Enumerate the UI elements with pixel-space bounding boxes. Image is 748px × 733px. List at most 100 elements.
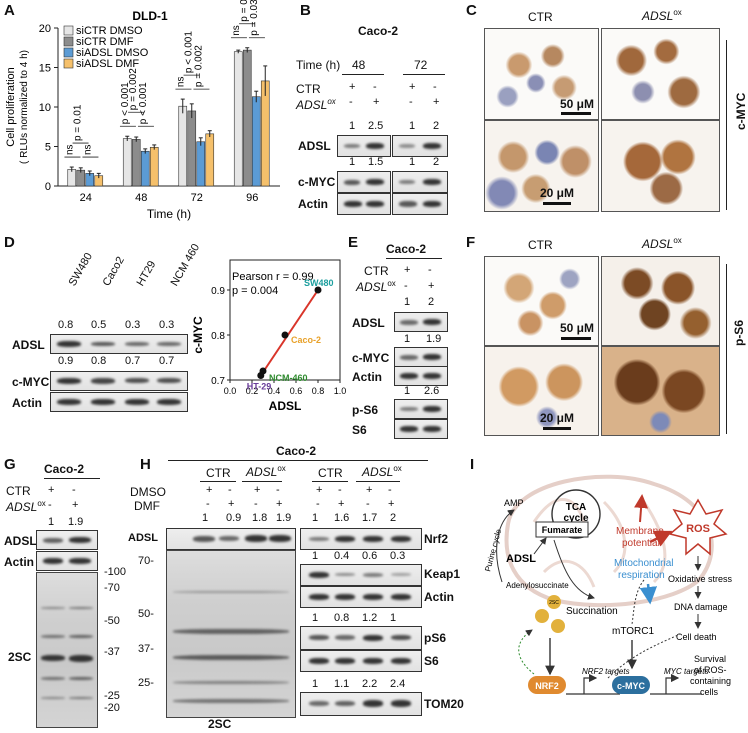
micrograph-f-ctr-low: [484, 256, 599, 346]
sign: -: [349, 96, 353, 108]
significance-label: p = 0.001: [239, 0, 250, 22]
row-adsl-d: ADSL: [12, 338, 45, 352]
sign: +: [228, 498, 235, 510]
quant: 1: [404, 385, 411, 397]
line-48: [342, 74, 384, 75]
sign: -: [404, 280, 408, 292]
row-ps6-e: p-S6: [352, 403, 379, 417]
panel-label-g: G: [4, 456, 16, 473]
dmf-label: DMF: [134, 499, 160, 513]
micrograph-f-ctr-high: [484, 346, 599, 436]
row-actin-e: Actin: [352, 370, 382, 384]
mito-label-2: respiration: [618, 570, 665, 581]
quant: 1.2: [362, 612, 378, 624]
cristae: [532, 498, 667, 588]
x-axis-label: ADSL: [269, 399, 302, 413]
mito-label-1: Mitochondrial: [614, 558, 673, 569]
quant: 1: [349, 120, 356, 132]
significance-label: p = 0.002: [193, 45, 204, 87]
blot-myc-d: [50, 371, 188, 391]
ctr-label-h2: CTR: [318, 466, 343, 480]
panel-label-h: H: [140, 456, 151, 473]
schematic-i: TCA cycle Fumarate AMP Purine cycle ADSL…: [484, 474, 733, 697]
nrf2-pill: [528, 676, 566, 694]
marker: -70: [104, 582, 120, 594]
sign: +: [388, 498, 395, 510]
row-adsl-h: ADSL: [128, 532, 158, 544]
row-nrf2: Nrf2: [424, 532, 449, 546]
bar: [178, 105, 188, 187]
quant: 1: [390, 612, 397, 624]
y-tick-label: 0.7: [211, 376, 225, 387]
lane-label: NCM 460: [168, 241, 203, 289]
mito-arrow: [639, 583, 658, 605]
x-tick-label: 96: [246, 192, 258, 204]
quant: 2.2: [362, 678, 378, 690]
blot-myc-72: [392, 171, 448, 193]
quant: 1: [404, 296, 411, 308]
purine-arc: [496, 509, 515, 583]
quant: 1.9: [68, 516, 84, 528]
time-48-b: 48: [352, 58, 366, 72]
chart-d: Pearson r = 0.99 p = 0.004 0.0 0.2 0.4 0.6 0.8…: [191, 259, 346, 413]
marker: 70-: [138, 555, 154, 567]
sign: +: [433, 96, 440, 108]
blot-keap1: [300, 564, 422, 586]
cell-line-e: Caco-2: [386, 242, 427, 256]
significance-label: p < 0.001: [138, 82, 149, 124]
line-g: [44, 478, 100, 479]
sign: -: [48, 499, 52, 511]
side-label-f: p-S6: [732, 320, 746, 347]
tca-cycle-icon: [551, 489, 601, 539]
blot-myc-48: [337, 171, 391, 193]
nrf2-dashed: [518, 629, 535, 675]
mitochondrion-outline: [504, 474, 714, 608]
y-tick-label: 0: [45, 181, 51, 193]
quant: 1.7: [362, 512, 378, 524]
significance-label: ns: [231, 25, 242, 36]
gel-label-h: 2SC: [208, 717, 232, 731]
time-72-b: 72: [414, 58, 428, 72]
blot-actin-h: [300, 586, 422, 608]
quant: 2.4: [390, 678, 406, 690]
dna-label: DNA damage: [674, 602, 728, 612]
scale-bar-f1: [561, 337, 591, 340]
adsl-label-g: ADSLox: [6, 499, 46, 514]
sign: -: [373, 81, 377, 93]
significance-label: p = 0.01: [73, 104, 84, 141]
myc-pill: [612, 676, 650, 694]
fumarate-label: Fumarate: [542, 525, 583, 535]
blot-adsl-h: [166, 528, 296, 550]
ros-star-icon: [668, 498, 728, 556]
x-tick-label: 48: [135, 192, 147, 204]
cycle-label: cycle: [563, 513, 588, 524]
amp-label: AMP: [504, 498, 524, 508]
y-tick-label: 0.8: [211, 331, 225, 342]
gel-2sc-h: [166, 550, 296, 718]
bar: [140, 150, 150, 187]
blot-actin-72: [392, 193, 448, 215]
quant: 0.6: [362, 550, 378, 562]
nrf2-gene: [566, 678, 620, 695]
quant: 1.1: [334, 678, 350, 690]
sign: -: [428, 264, 432, 276]
row-actin-h: Actin: [424, 590, 454, 604]
x-axis-label: Time (h): [147, 207, 191, 221]
scale-bar-c1: [561, 112, 591, 115]
line-h-ctr2: [312, 481, 348, 482]
row-actin-b: Actin: [298, 197, 328, 211]
2sc-dot-label: 2SC: [549, 600, 559, 606]
quant: 1.9: [276, 512, 292, 524]
2sc-dot-icon: [547, 595, 561, 609]
quant: 2: [433, 156, 440, 168]
sign: +: [404, 264, 411, 276]
nrf2-targets-label: NRF2 targets: [582, 667, 630, 676]
bar: [251, 96, 261, 187]
cell-line-b: Caco-2: [358, 24, 399, 38]
blot-s6-h: [300, 650, 422, 672]
quant: 0.3: [125, 319, 141, 331]
row-tom20: TOM20: [424, 697, 464, 711]
micrograph-f-adsl-high: [601, 346, 720, 436]
sign: -: [254, 498, 258, 510]
sign: +: [338, 498, 345, 510]
